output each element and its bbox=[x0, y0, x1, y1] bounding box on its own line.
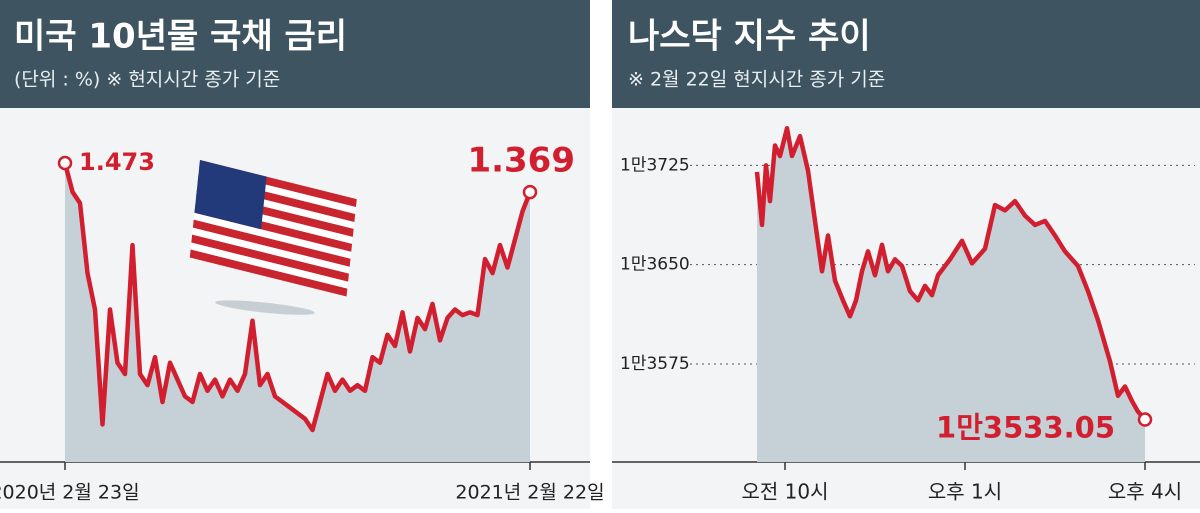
y-tick-label: 1만3650 bbox=[620, 255, 690, 275]
chart-subtitle: (단위 : %) ※ 현지시간 종가 기준 bbox=[14, 69, 280, 91]
value-label: 1.473 bbox=[79, 148, 155, 176]
area bbox=[65, 163, 530, 462]
value-label: 1.369 bbox=[467, 141, 575, 181]
left-header bbox=[0, 0, 590, 108]
plots: 2020년 2월 23일 2021년 2월 22일 1.473 1.369 1만3725… bbox=[0, 125, 1200, 504]
end-marker bbox=[1137, 412, 1153, 427]
y-tick-label: 1만3725 bbox=[620, 155, 690, 175]
x-tick-label: 오후 1시 bbox=[928, 480, 1002, 504]
line bbox=[754, 125, 1147, 422]
x-tick-label: 2021년 2월 22일 bbox=[455, 482, 604, 504]
flag-icon bbox=[189, 160, 357, 315]
end-marker bbox=[57, 155, 73, 171]
y-tick-label: 1만3575 bbox=[620, 354, 690, 374]
chart-subtitle: ※ 2월 22일 현지시간 종가 기준 bbox=[628, 69, 885, 91]
end-marker bbox=[522, 184, 538, 200]
x-tick-label: 오후 4시 bbox=[1108, 480, 1182, 504]
chart-title: 나스닥 지수 추이 bbox=[628, 17, 871, 57]
area bbox=[757, 128, 1145, 463]
x-tick-label: 2020년 2월 23일 bbox=[0, 482, 140, 504]
chart-title: 미국 10년물 국채 금리 bbox=[14, 17, 347, 57]
x-tick-label: 오전 10시 bbox=[741, 480, 828, 504]
right-header bbox=[612, 0, 1200, 108]
value-label: 1만3533.05 bbox=[936, 411, 1115, 445]
line bbox=[62, 162, 533, 433]
